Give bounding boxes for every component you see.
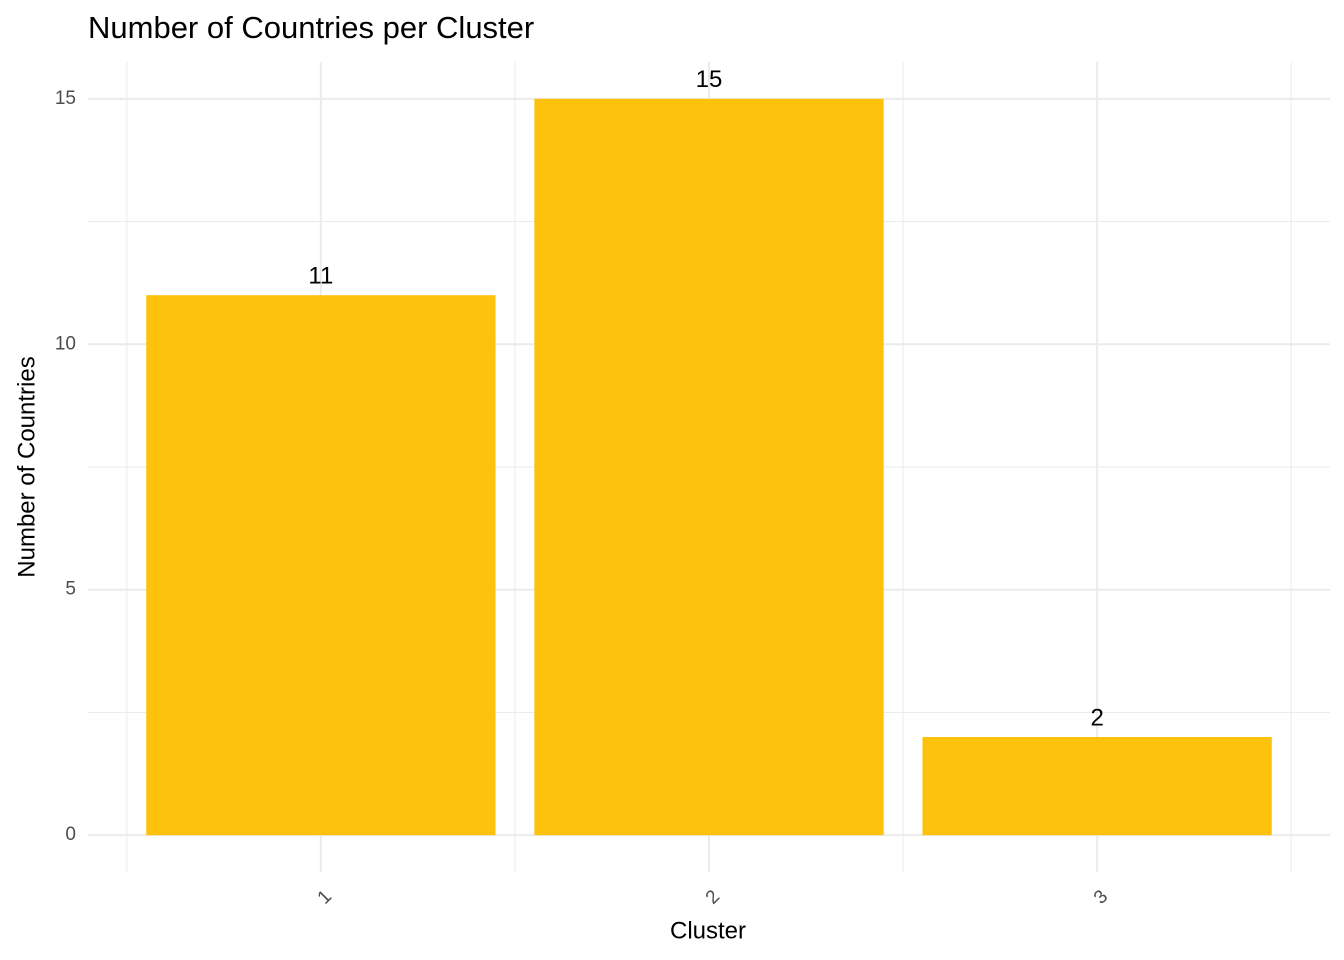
y-tick-label: 15 [55,88,76,109]
y-tick-label: 0 [65,824,76,845]
bar [922,737,1272,836]
x-tick-label: 1 [314,886,336,908]
y-axis-label: Number of Countries [13,356,40,577]
bar [146,295,496,836]
y-tick-label: 5 [65,579,76,600]
x-axis-label: Cluster [670,917,746,944]
x-tick-label: 3 [1090,886,1112,908]
value-label: 15 [696,66,723,93]
y-tick-label: 10 [55,333,76,354]
value-label: 2 [1090,704,1103,731]
value-label: 11 [308,263,333,290]
chart-title: Number of Countries per Cluster [88,10,534,45]
x-tick-label: 2 [702,886,724,908]
bar [534,98,884,836]
